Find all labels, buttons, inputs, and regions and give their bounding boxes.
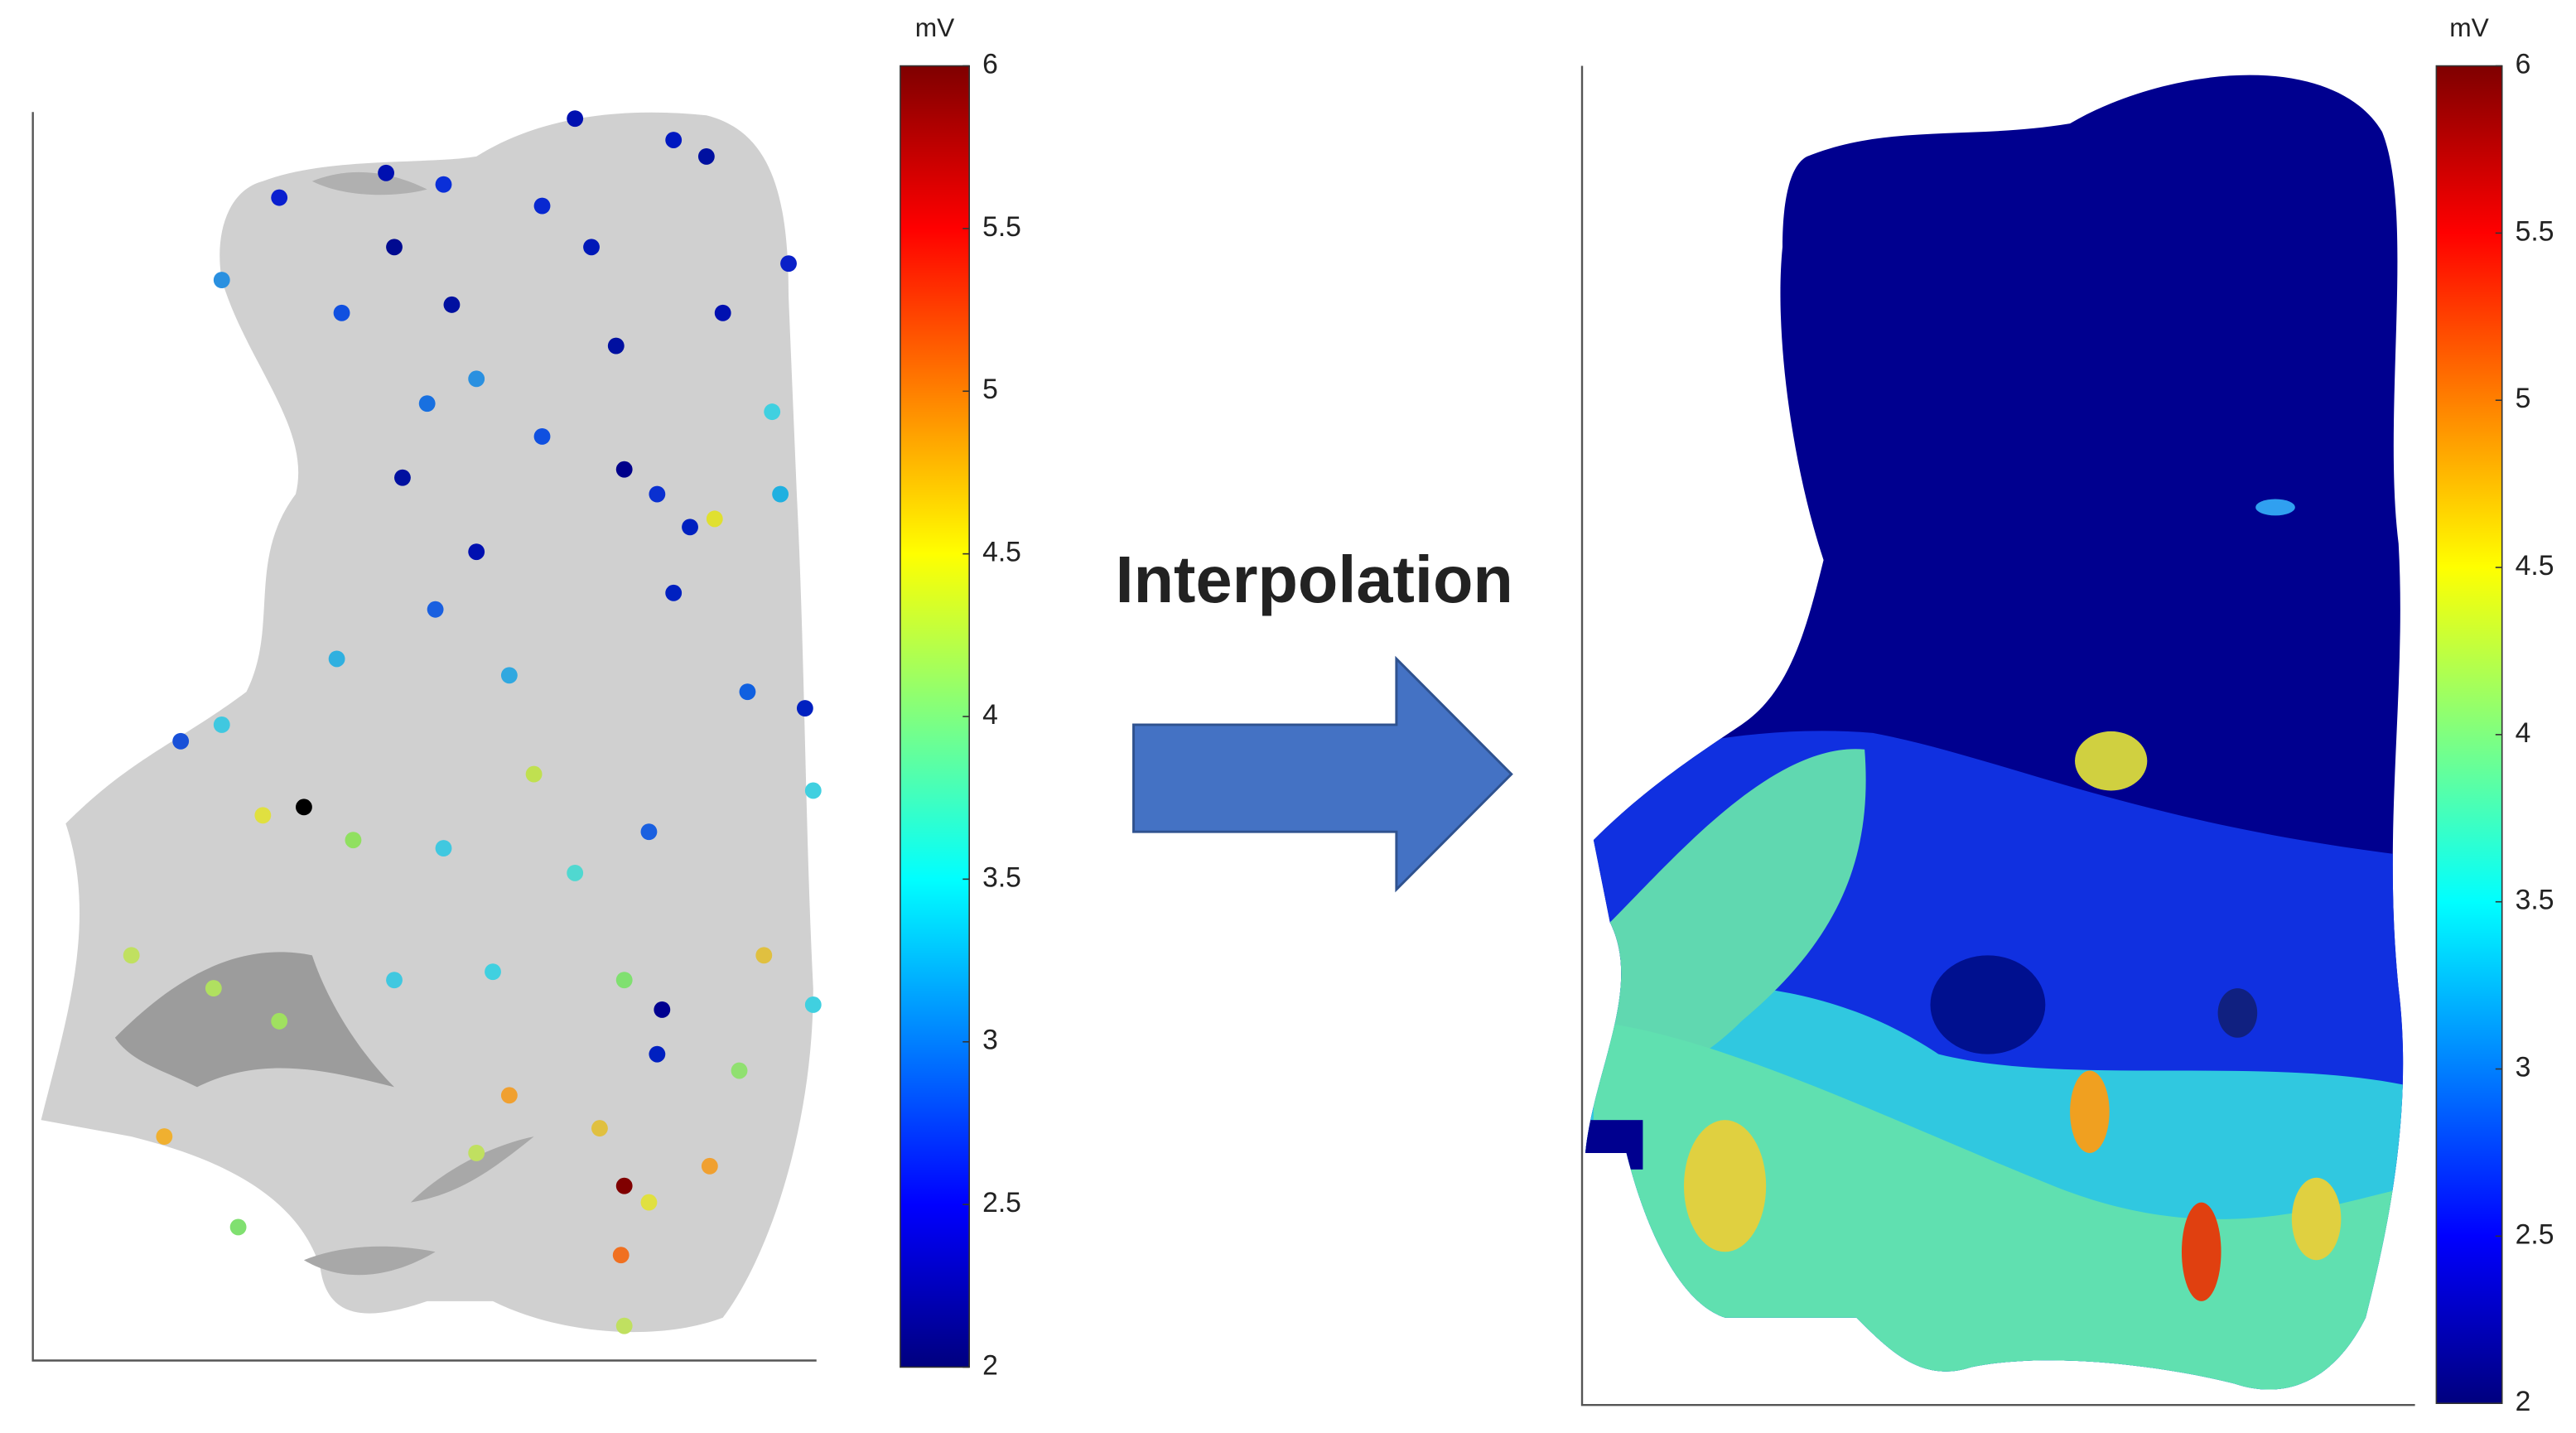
colorbar-tick-label: 4.5	[982, 537, 1021, 568]
colorbar-unit: mV	[2449, 12, 2489, 42]
colorbar-tick-label: 2	[2516, 1386, 2531, 1417]
surface-shade	[410, 1136, 534, 1203]
arrow-label: Interpolation	[1116, 543, 1513, 616]
figure-content: Interpolation mV 2 2.5 3 3.5 4 4.5 5 5.5 6 mV 2 2.5 3…	[31, 12, 2554, 1417]
colorbar-tick-label: 2.5	[982, 1187, 1021, 1218]
colorbar-tick-label: 6	[2516, 48, 2531, 80]
surface-shade	[303, 1246, 436, 1276]
arrow	[1132, 655, 1513, 893]
colorbar-tick-label: 2	[982, 1349, 998, 1381]
interpolated-map	[1585, 75, 2404, 1390]
colorbar	[900, 65, 970, 1368]
colorbar-tick-label: 3.5	[2516, 885, 2554, 916]
surface-shade	[114, 952, 395, 1088]
colorbar-tick-label: 6	[982, 48, 998, 80]
colorbar-tick-label: 5	[2516, 383, 2531, 414]
surface-shade	[311, 171, 427, 195]
colorbar-tick-label: 3	[982, 1025, 998, 1056]
colorbar-unit: mV	[915, 12, 955, 42]
colorbar-tick-label: 4.5	[2516, 550, 2554, 581]
colorbar-tick-label: 4	[982, 699, 998, 731]
axes	[31, 112, 817, 1362]
colorbar-tick-label: 5.5	[982, 211, 1021, 243]
colorbar-tick-label: 2.5	[2516, 1218, 2554, 1250]
colorbar-tick-label: 3.5	[982, 861, 1021, 893]
colorbar	[2435, 65, 2503, 1404]
colorbar-tick-label: 3	[2516, 1051, 2531, 1083]
colorbar-tick-label: 5	[982, 374, 998, 405]
colorbar-tick-label: 5.5	[2516, 215, 2554, 247]
colorbar-tick-label: 4	[2516, 717, 2531, 749]
atrium-surface	[41, 112, 813, 1333]
axes	[1580, 65, 2415, 1406]
electrode-points	[123, 110, 822, 1334]
